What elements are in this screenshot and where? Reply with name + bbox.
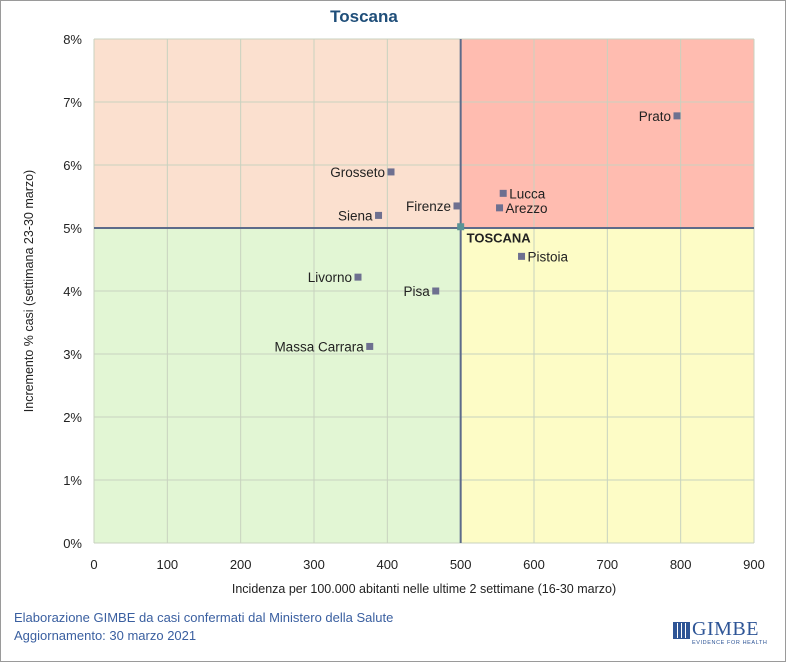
logo-tagline: EVIDENCE FOR HEALTH bbox=[692, 640, 768, 646]
point-label-arezzo: Arezzo bbox=[506, 201, 548, 216]
x-tick-label: 400 bbox=[376, 557, 398, 572]
point-marker-massa-carrara bbox=[366, 342, 374, 350]
x-tick-label: 200 bbox=[230, 557, 252, 572]
x-tick-label: 600 bbox=[523, 557, 545, 572]
reference-lines bbox=[94, 39, 754, 543]
y-tick-label: 2% bbox=[63, 410, 82, 425]
logo-mark-icon bbox=[673, 622, 690, 639]
point-label-firenze: Firenze bbox=[406, 199, 451, 214]
point-marker-livorno bbox=[354, 273, 362, 281]
logo-word: GIMBE bbox=[692, 618, 759, 640]
footer-source: Elaborazione GIMBE da casi confermati da… bbox=[14, 610, 394, 625]
point-label-livorno: Livorno bbox=[308, 270, 352, 285]
point-label-pistoia: Pistoia bbox=[528, 249, 569, 264]
footer-update: Aggiornamento: 30 marzo 2021 bbox=[14, 628, 197, 643]
gimbe-logo: GIMBE EVIDENCE FOR HEALTH bbox=[673, 618, 767, 652]
point-label-massa-carrara: Massa Carrara bbox=[274, 339, 364, 354]
x-axis-label: Incidenza per 100.000 abitanti nelle ult… bbox=[232, 582, 616, 596]
x-tick-label: 300 bbox=[303, 557, 325, 572]
point-marker-pistoia bbox=[518, 252, 526, 260]
x-tick-label: 100 bbox=[156, 557, 178, 572]
point-label-lucca: Lucca bbox=[509, 186, 546, 201]
point-label-pisa: Pisa bbox=[403, 284, 430, 299]
x-tick-label: 700 bbox=[596, 557, 618, 572]
point-marker-siena bbox=[375, 211, 383, 219]
point-label-siena: Siena bbox=[338, 208, 373, 223]
y-tick-label: 3% bbox=[63, 347, 82, 362]
point-marker-arezzo bbox=[496, 204, 504, 212]
point-label-grosseto: Grosseto bbox=[330, 165, 385, 180]
point-marker-firenze bbox=[453, 202, 461, 210]
x-tick-label: 500 bbox=[450, 557, 472, 572]
x-tick-label: 800 bbox=[670, 557, 692, 572]
y-tick-label: 4% bbox=[63, 284, 82, 299]
point-marker-pisa bbox=[432, 287, 440, 295]
chart-title: Toscana bbox=[330, 7, 398, 26]
point-marker-toscana bbox=[457, 223, 465, 231]
y-tick-label: 0% bbox=[63, 536, 82, 551]
y-tick-label: 7% bbox=[63, 95, 82, 110]
quadrant-bottom-left bbox=[94, 228, 461, 543]
point-label-toscana: TOSCANA bbox=[467, 231, 532, 246]
data-points: Prato Grosseto Lucca Firenze Arezzo Siena TOSC… bbox=[274, 109, 681, 354]
scatter-chart: Toscana 0 100 200 300 400 500 600 700 800 900 0% 1… bbox=[22, 7, 765, 596]
point-label-prato: Prato bbox=[639, 109, 671, 124]
x-tick-label: 0 bbox=[90, 557, 97, 572]
y-axis-label: Incremento % casi (settimana 23-30 marzo… bbox=[22, 170, 36, 412]
y-tick-label: 1% bbox=[63, 473, 82, 488]
y-tick-label: 8% bbox=[63, 32, 82, 47]
y-tick-label: 6% bbox=[63, 158, 82, 173]
point-marker-prato bbox=[673, 112, 681, 120]
x-axis-ticks: 0 100 200 300 400 500 600 700 800 900 bbox=[90, 557, 764, 572]
quadrant-top-left bbox=[94, 39, 461, 228]
y-axis-ticks: 0% 1% 2% 3% 4% 5% 6% 7% 8% bbox=[63, 32, 82, 551]
point-marker-grosseto bbox=[387, 168, 395, 176]
point-marker-lucca bbox=[499, 189, 507, 197]
x-tick-label: 900 bbox=[743, 557, 765, 572]
y-tick-label: 5% bbox=[63, 221, 82, 236]
